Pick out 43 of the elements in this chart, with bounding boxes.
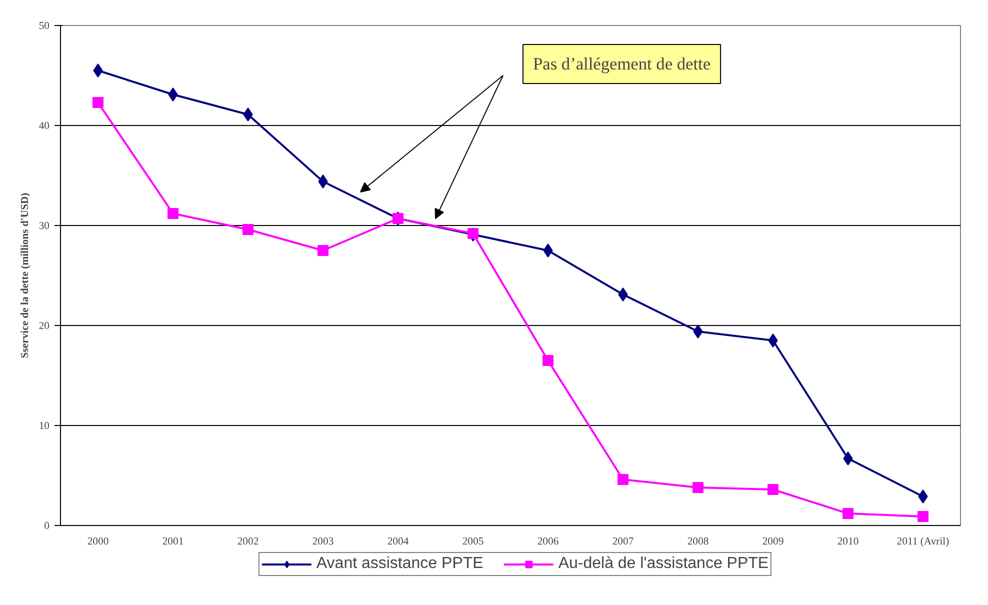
point <box>168 208 178 219</box>
point <box>543 244 553 258</box>
point <box>918 490 928 504</box>
y-tick-label: 10 <box>38 421 50 432</box>
legend-label: Avant assistance PPTE <box>316 555 484 573</box>
y-tick-label: 0 <box>44 521 50 532</box>
x-tick-label: 2000 <box>87 536 109 548</box>
x-tick-label: 2005 <box>462 536 484 548</box>
annotation: Pas d’allégement de dette <box>533 54 711 74</box>
x-tick-label: 2004 <box>387 536 410 548</box>
point <box>843 452 853 466</box>
point <box>93 64 103 78</box>
x-tick-label: 2011 (Avril) <box>896 536 950 548</box>
point <box>242 224 254 235</box>
point <box>243 108 253 122</box>
y-axis-title: Sservice de la dette (millions d'USD) <box>20 192 31 358</box>
y-tick-label: 20 <box>38 321 50 332</box>
x-tick-label: 2002 <box>237 536 259 548</box>
point <box>318 245 328 256</box>
x-tick-label: 2007 <box>612 536 634 548</box>
y-tick-label: 30 <box>38 221 50 232</box>
x-tick-label: 2009 <box>762 536 784 548</box>
x-tick-label: 2006 <box>537 536 560 548</box>
point <box>768 334 778 348</box>
y-tick-label: 40 <box>38 121 50 132</box>
point <box>768 484 778 495</box>
point <box>168 88 178 102</box>
point <box>542 355 554 366</box>
x-tick-label: 2010 <box>837 536 859 548</box>
point <box>618 288 628 302</box>
x-tick-label: 2001 <box>162 536 184 548</box>
point <box>693 324 703 338</box>
point <box>92 97 104 108</box>
point <box>618 474 628 485</box>
x-tick-label: 2003 <box>312 536 334 548</box>
legend-label: Au-delà de l'assistance PPTE <box>558 555 769 573</box>
point <box>318 174 328 188</box>
point <box>842 508 854 519</box>
point <box>692 482 704 493</box>
point <box>918 511 928 522</box>
x-tick-label: 2008 <box>687 536 709 548</box>
point <box>468 228 478 239</box>
y-tick-label: 50 <box>38 21 50 32</box>
